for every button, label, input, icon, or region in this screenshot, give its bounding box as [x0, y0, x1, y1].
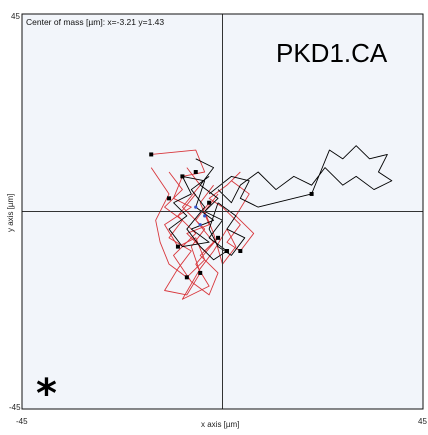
track-line-5 [173, 193, 219, 296]
track-endpoint-9 [207, 200, 212, 205]
track-line-4 [208, 171, 255, 252]
track-endpoint-4 [175, 244, 180, 249]
track-line-7 [168, 175, 215, 248]
track-endpoint-2 [193, 170, 198, 174]
chart-title: PKD1.CA [276, 38, 388, 68]
track-endpoint-6 [184, 275, 189, 280]
center-of-mass-label: Center of mass [µm]: x=-3.21 y=1.43 [26, 17, 164, 27]
track-line-8 [208, 145, 393, 208]
track-line-9 [208, 202, 246, 256]
track-endpoint-10 [309, 191, 314, 196]
x-tick-right: 45 [418, 417, 427, 426]
plot-frame [21, 13, 424, 410]
y-axis-label: y axis [µm] [6, 194, 15, 232]
blue-marker-1 [194, 205, 198, 209]
track-endpoint-12 [224, 249, 229, 253]
y-tick-top: 45 [11, 12, 20, 21]
x-axis-label: x axis [µm] [201, 420, 239, 429]
x-tick-left: -45 [16, 417, 28, 426]
track-endpoint-5 [198, 270, 203, 275]
track-endpoint-1 [149, 152, 154, 157]
track-endpoint-3 [167, 196, 172, 201]
track-line-2 [181, 184, 237, 300]
blue-marker-2 [203, 214, 207, 218]
track-endpoint-11 [180, 174, 185, 179]
track-line-6 [186, 158, 228, 261]
track-endpoint-8 [238, 249, 243, 253]
panel-marker: * [36, 371, 57, 417]
track-endpoint-7 [216, 235, 221, 240]
y-tick-bottom: -45 [9, 403, 21, 412]
blue-marker-3 [198, 223, 202, 227]
